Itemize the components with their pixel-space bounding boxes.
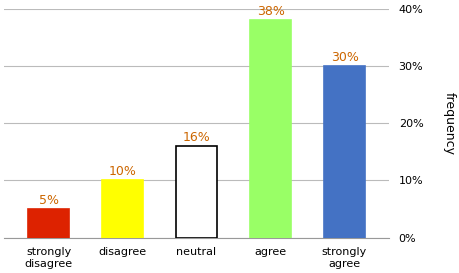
Y-axis label: frequency: frequency bbox=[442, 92, 455, 155]
Bar bbox=[250, 20, 290, 238]
Bar bbox=[324, 66, 364, 238]
Text: 5%: 5% bbox=[39, 194, 58, 207]
Text: 10%: 10% bbox=[108, 165, 136, 178]
Text: 30%: 30% bbox=[330, 51, 358, 64]
Text: 38%: 38% bbox=[256, 5, 284, 18]
Bar bbox=[102, 180, 143, 238]
Text: 16%: 16% bbox=[182, 131, 210, 144]
Bar bbox=[28, 209, 69, 238]
Bar bbox=[176, 146, 216, 238]
